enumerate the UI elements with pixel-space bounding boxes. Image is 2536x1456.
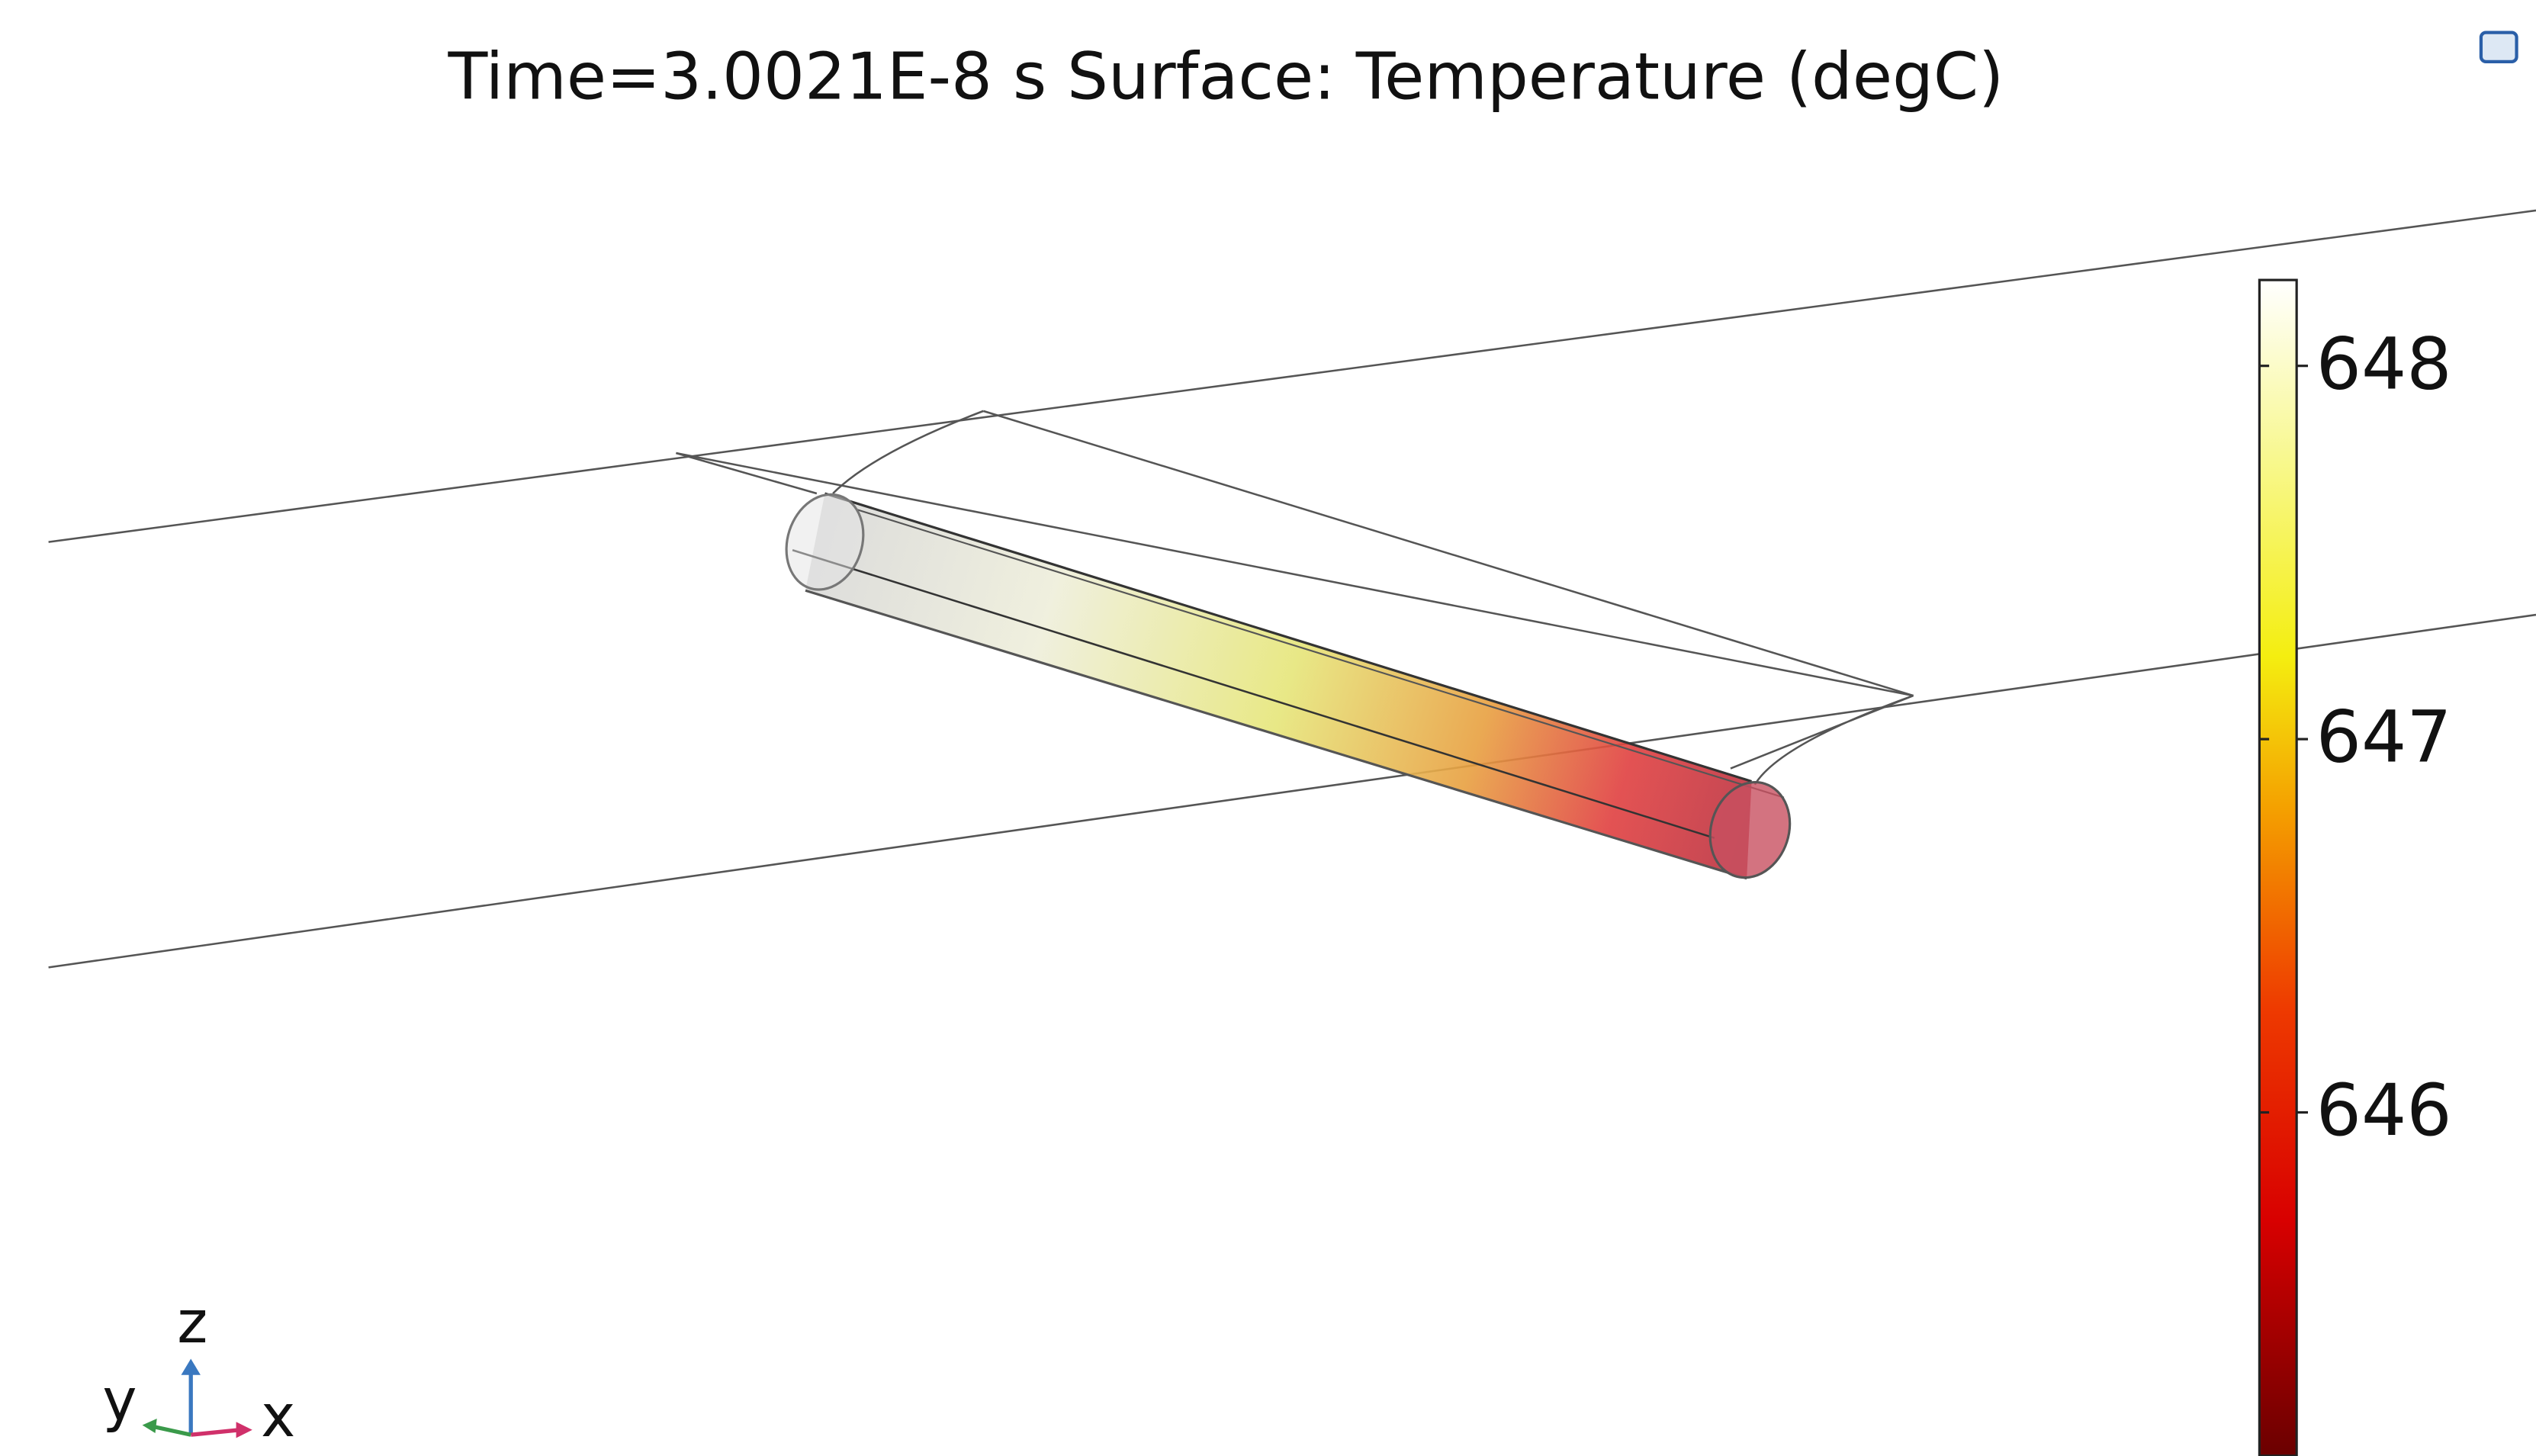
axis-label-z: z <box>177 1289 207 1357</box>
colorbar-tick-label: 646 <box>2316 1069 2452 1152</box>
colorbar-tick-label: 647 <box>2316 696 2452 779</box>
window-icon[interactable] <box>2481 33 2517 62</box>
page: {"title": "Time=3.0021E-8 s Surface: Tem… <box>0 0 2536 1456</box>
plot-window: Time=3.0021E-8 s Surface: Temperature (d… <box>0 0 2536 1456</box>
axis-label-y: y <box>102 1367 137 1435</box>
geometry-edges <box>49 211 2536 967</box>
colorbar <box>2259 280 2297 1456</box>
cylinder <box>774 484 1802 888</box>
axis-label-x: x <box>261 1383 295 1451</box>
axes-triad: z y x <box>102 1289 295 1451</box>
plot-title: Time=3.0021E-8 s Surface: Temperature (d… <box>447 40 2004 115</box>
colorbar-tick-label: 648 <box>2316 323 2452 406</box>
